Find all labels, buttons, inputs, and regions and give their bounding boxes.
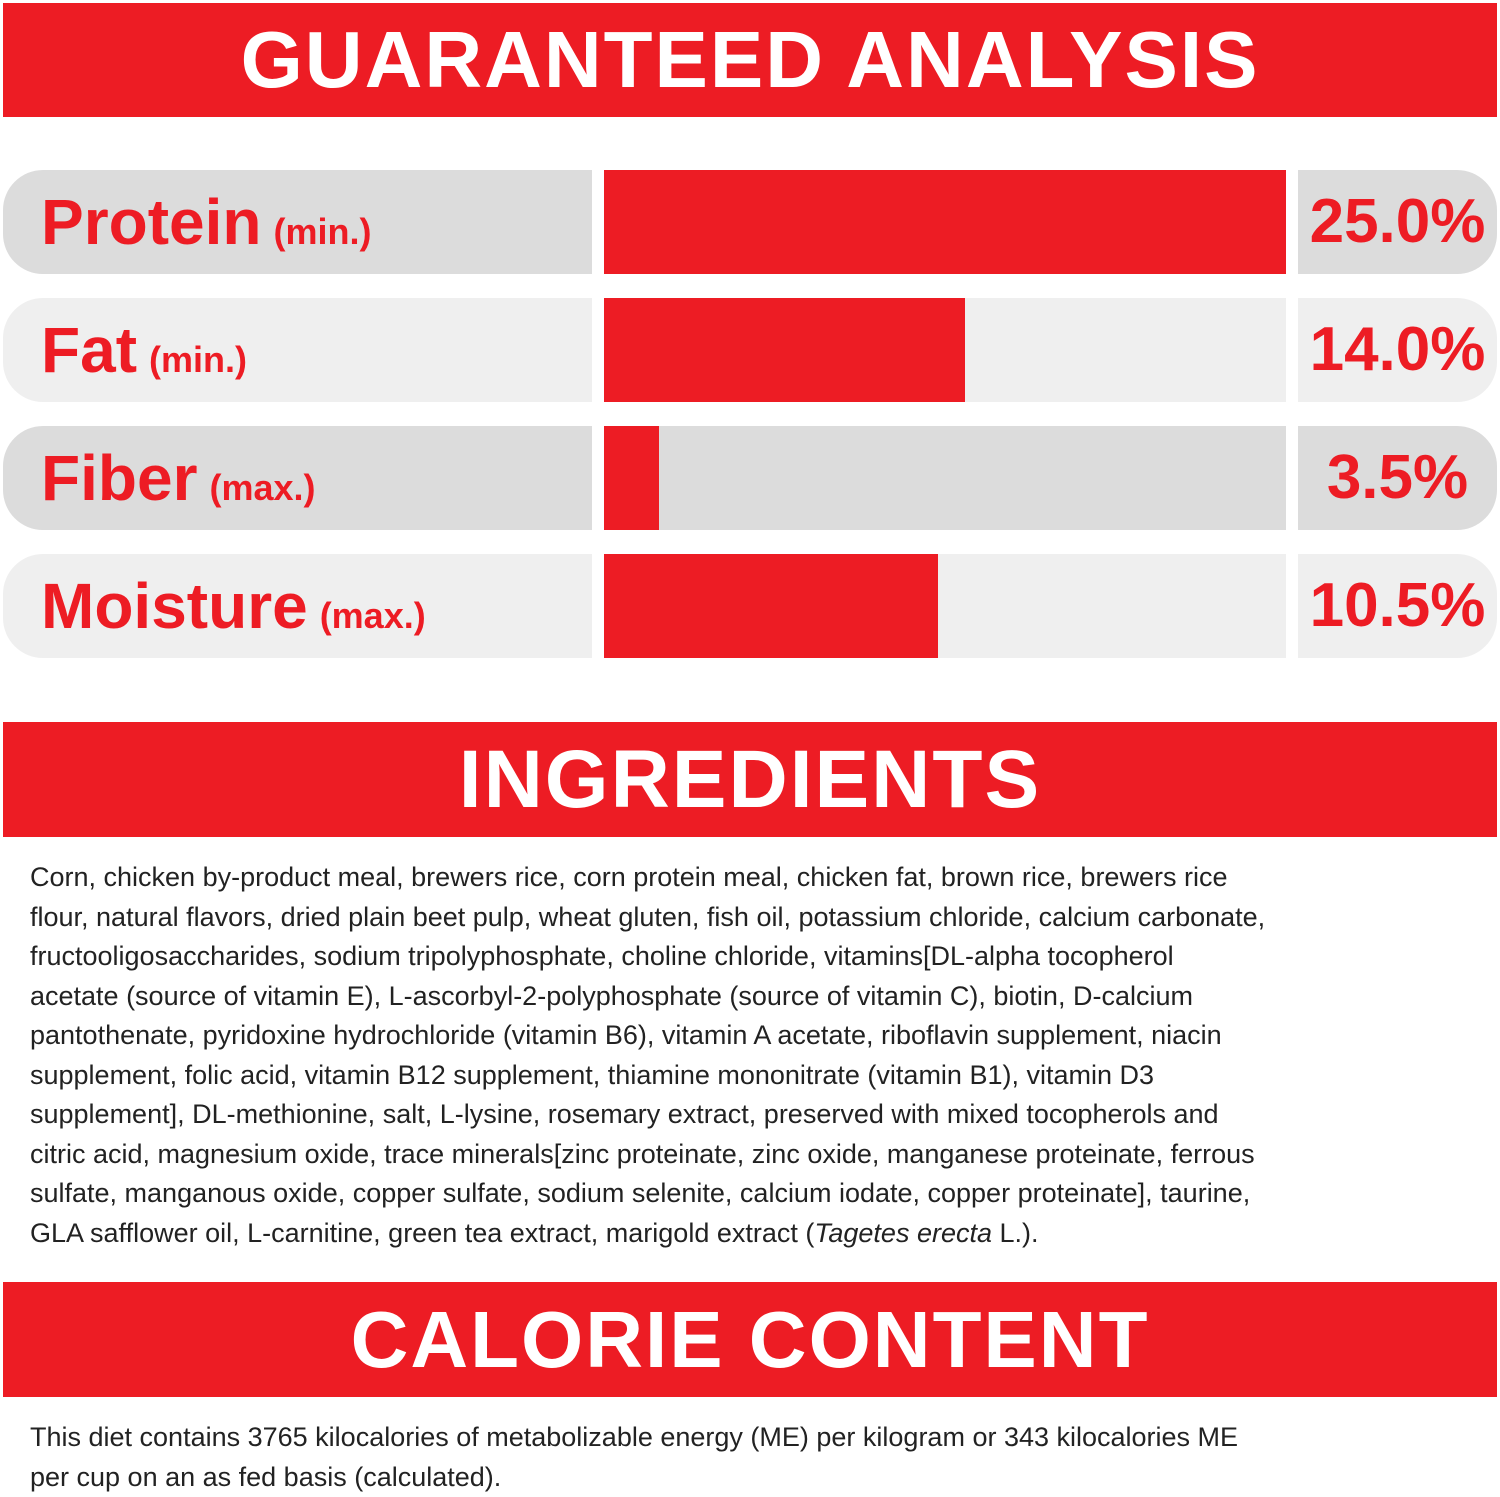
calorie-line: This diet contains 3765 kilocalories of …: [30, 1422, 1239, 1452]
ingredients-text: Corn, chicken by-product meal, brewers r…: [30, 858, 1265, 1253]
ingredients-line: acetate (source of vitamin E), L-ascorby…: [30, 980, 1193, 1011]
ingredients-header: INGREDIENTS: [3, 722, 1497, 837]
nutrient-value: 14.0%: [1298, 298, 1497, 402]
ingredients-line: GLA safflower oil, L-carnitine, green te…: [30, 1214, 1265, 1254]
nutrient-value: 25.0%: [1298, 170, 1497, 274]
ingredients-line: fructooligosaccharides, sodium tripolyph…: [30, 941, 1174, 971]
analysis-row-fiber: Fiber (max.) 3.5%: [0, 426, 1500, 530]
ingredients-line: sulfate, manganous oxide, copper sulfate…: [30, 1178, 1251, 1208]
nutrient-bar-fill: [604, 426, 659, 530]
nutrient-bar-track: [604, 298, 1286, 402]
calorie-content-text: This diet contains 3765 kilocalories of …: [30, 1418, 1238, 1497]
nutrient-bar-fill: [604, 170, 1286, 274]
nutrient-name: Protein: [41, 186, 262, 258]
nutrient-label: Moisture (max.): [3, 554, 592, 658]
nutrient-name: Fiber: [41, 442, 198, 514]
analysis-row-moisture: Moisture (max.) 10.5%: [0, 554, 1500, 658]
nutrient-bar-track: [604, 554, 1286, 658]
nutrient-value: 3.5%: [1298, 426, 1497, 530]
ingredients-line: flour, natural flavors, dried plain beet…: [30, 901, 1266, 932]
nutrient-qualifier: (max.): [319, 595, 426, 636]
ingredients-line: supplement], DL-methionine, salt, L-lysi…: [30, 1099, 1219, 1129]
nutrient-qualifier: (max.): [209, 467, 316, 508]
nutrient-bar-track: [604, 426, 1286, 530]
nutrient-qualifier: (min.): [149, 339, 247, 380]
nutrient-label: Fat (min.): [3, 298, 592, 402]
ingredients-title: INGREDIENTS: [458, 734, 1042, 825]
ingredients-line: Corn, chicken by-product meal, brewers r…: [30, 862, 1228, 892]
analysis-row-protein: Protein (min.) 25.0%: [0, 170, 1500, 274]
nutrient-label: Protein (min.): [3, 170, 592, 274]
calorie-line: per cup on an as fed basis (calculated).: [30, 1461, 502, 1492]
nutrient-bar-track: [604, 170, 1286, 274]
nutrient-qualifier: (min.): [273, 211, 372, 252]
ingredients-botanical-name: Tagetes erecta: [814, 1217, 992, 1248]
nutrient-name: Fat: [41, 314, 137, 386]
guaranteed-analysis-title: GUARANTEED ANALYSIS: [240, 15, 1260, 104]
ingredients-text-part: L.).: [991, 1217, 1039, 1248]
guaranteed-analysis-header: GUARANTEED ANALYSIS: [3, 3, 1497, 117]
nutrient-bar-fill: [604, 298, 966, 402]
ingredients-text-part: GLA safflower oil, L-carnitine, green te…: [30, 1217, 815, 1248]
nutrient-label: Fiber (max.): [3, 426, 592, 530]
nutrient-value: 10.5%: [1298, 554, 1497, 658]
calorie-content-title: CALORIE CONTENT: [350, 1295, 1150, 1384]
analysis-row-fat: Fat (min.) 14.0%: [0, 298, 1500, 402]
ingredients-line: supplement, folic acid, vitamin B12 supp…: [30, 1059, 1155, 1090]
calorie-content-header: CALORIE CONTENT: [3, 1282, 1497, 1397]
ingredients-line: citric acid, magnesium oxide, trace mine…: [30, 1138, 1255, 1169]
nutrient-bar-fill: [604, 554, 939, 658]
nutrient-name: Moisture: [41, 570, 308, 642]
ingredients-line: pantothenate, pyridoxine hydrochloride (…: [30, 1020, 1222, 1050]
